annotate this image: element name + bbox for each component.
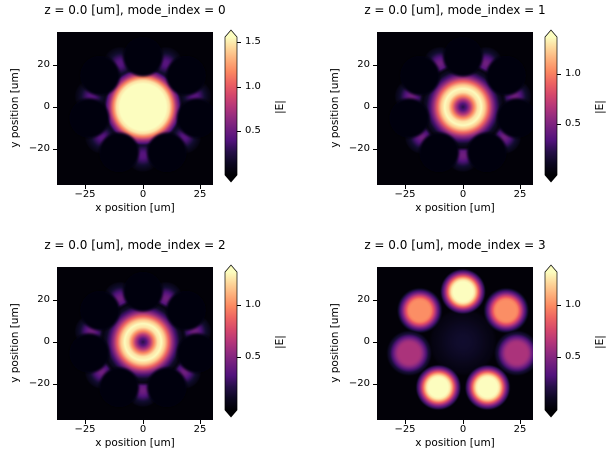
colorbar-tick-mark xyxy=(237,304,241,306)
colorbar-tick-mark xyxy=(237,357,241,359)
x-tick-mark xyxy=(200,185,201,189)
colorbar-tick-mark xyxy=(237,86,241,88)
colorbar-tick-mark xyxy=(237,130,241,132)
colorbar-label: |E| xyxy=(274,335,286,349)
y-tick-label: −20 xyxy=(348,378,370,389)
x-tick-mark xyxy=(85,420,86,424)
y-tick-mark xyxy=(53,149,57,150)
x-tick-label: −25 xyxy=(74,189,96,200)
x-tick-label: −25 xyxy=(394,189,416,200)
colorbar-label: |E| xyxy=(594,335,606,349)
y-tick-label: 0 xyxy=(363,336,370,347)
subplot-mode-0: z = 0.0 [um], mode_index = 0 y position … xyxy=(0,0,294,235)
colorbar-tick-label: 1.0 xyxy=(565,298,581,310)
x-tick-mark xyxy=(463,185,464,189)
x-tick-label: 0 xyxy=(139,189,147,200)
mode-field-heatmap xyxy=(57,267,213,420)
mode-field-heatmap xyxy=(377,32,533,185)
x-tick-label: −25 xyxy=(74,424,96,435)
mode-field-image xyxy=(377,32,533,185)
y-tick-label: 20 xyxy=(357,59,370,70)
mode-field-image xyxy=(377,267,533,420)
x-tick-mark xyxy=(520,185,521,189)
x-tick-mark xyxy=(143,420,144,424)
y-tick-label: 0 xyxy=(43,101,50,112)
y-tick-label: 20 xyxy=(37,59,50,70)
x-axis-label: x position [um] xyxy=(415,202,495,214)
colorbar-tick-mark xyxy=(237,42,241,44)
colorbar-gradient xyxy=(544,264,558,418)
colorbar-tick-label: 0.5 xyxy=(245,351,261,363)
colorbar-tick-label: 1.0 xyxy=(245,298,261,310)
colorbar-tick-mark xyxy=(557,357,561,359)
x-tick-mark xyxy=(200,420,201,424)
y-tick-label: 20 xyxy=(37,294,50,305)
x-tick-mark xyxy=(520,420,521,424)
y-tick-mark xyxy=(53,107,57,108)
x-axis-label: x position [um] xyxy=(95,437,175,449)
y-tick-mark xyxy=(53,342,57,343)
y-tick-label: −20 xyxy=(28,143,50,154)
x-tick-mark xyxy=(463,420,464,424)
x-tick-label: 25 xyxy=(193,189,207,200)
y-tick-mark xyxy=(373,65,377,66)
y-tick-mark xyxy=(53,384,57,385)
mode-field-image xyxy=(57,267,213,420)
x-tick-label: 25 xyxy=(513,189,527,200)
colorbar-tick-mark xyxy=(557,304,561,306)
y-tick-mark xyxy=(373,342,377,343)
y-tick-mark xyxy=(373,300,377,301)
mode-field-image xyxy=(57,32,213,185)
colorbar xyxy=(224,264,238,418)
x-tick-label: 0 xyxy=(459,189,467,200)
y-tick-mark xyxy=(373,149,377,150)
colorbar-tick-label: 0.5 xyxy=(565,118,581,130)
y-tick-label: 20 xyxy=(357,294,370,305)
colorbar-tick-label: 1.5 xyxy=(245,36,261,48)
y-tick-label: −20 xyxy=(348,143,370,154)
colorbar-tick-mark xyxy=(557,73,561,75)
x-tick-label: 0 xyxy=(139,424,147,435)
x-tick-mark xyxy=(143,185,144,189)
plot-title: z = 0.0 [um], mode_index = 2 xyxy=(44,238,226,252)
x-tick-mark xyxy=(405,185,406,189)
colorbar-gradient xyxy=(224,29,238,183)
x-tick-label: 25 xyxy=(513,424,527,435)
colorbar-tick-label: 0.5 xyxy=(245,124,261,136)
colorbar-label: |E| xyxy=(274,100,286,114)
x-tick-label: −25 xyxy=(394,424,416,435)
mode-field-heatmap xyxy=(57,32,213,185)
x-axis-label: x position [um] xyxy=(95,202,175,214)
colorbar-tick-mark xyxy=(557,124,561,126)
plot-title: z = 0.0 [um], mode_index = 3 xyxy=(364,238,546,252)
subplot-mode-3: z = 0.0 [um], mode_index = 3 y position … xyxy=(320,235,614,470)
colorbar-gradient xyxy=(544,29,558,183)
y-tick-mark xyxy=(53,65,57,66)
y-tick-label: −20 xyxy=(28,378,50,389)
y-tick-mark xyxy=(53,300,57,301)
mode-field-heatmap xyxy=(377,267,533,420)
plot-title: z = 0.0 [um], mode_index = 0 xyxy=(44,3,226,17)
colorbar-tick-label: 1.0 xyxy=(565,67,581,79)
plot-title: z = 0.0 [um], mode_index = 1 xyxy=(364,3,546,17)
subplot-mode-1: z = 0.0 [um], mode_index = 1 y position … xyxy=(320,0,614,235)
y-tick-mark xyxy=(373,384,377,385)
x-tick-label: 25 xyxy=(193,424,207,435)
subplot-mode-2: z = 0.0 [um], mode_index = 2 y position … xyxy=(0,235,294,470)
x-tick-label: 0 xyxy=(459,424,467,435)
x-tick-mark xyxy=(85,185,86,189)
colorbar xyxy=(544,264,558,418)
colorbar-gradient xyxy=(224,264,238,418)
y-tick-mark xyxy=(373,107,377,108)
colorbar-tick-label: 0.5 xyxy=(565,351,581,363)
colorbar xyxy=(544,29,558,183)
colorbar-tick-label: 1.0 xyxy=(245,80,261,92)
colorbar-label: |E| xyxy=(594,100,606,114)
y-tick-label: 0 xyxy=(43,336,50,347)
y-tick-label: 0 xyxy=(363,101,370,112)
colorbar xyxy=(224,29,238,183)
x-tick-mark xyxy=(405,420,406,424)
x-axis-label: x position [um] xyxy=(415,437,495,449)
